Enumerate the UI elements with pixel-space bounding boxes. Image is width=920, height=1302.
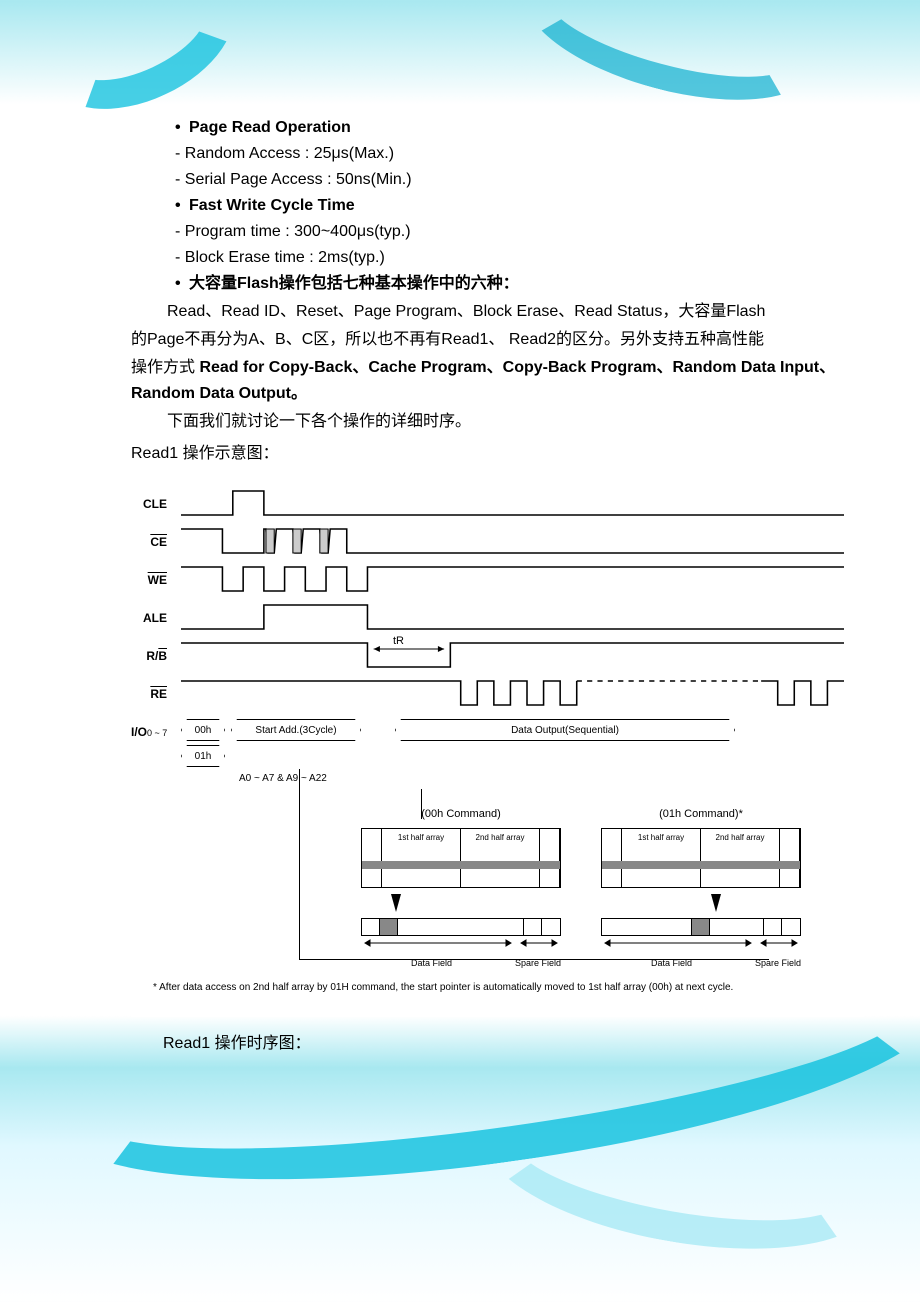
paragraph-ops: Read、Read ID、Reset、Page Program、Block Er… xyxy=(135,299,860,325)
io-start-addr: Start Add.(3Cycle) xyxy=(231,719,361,741)
read1-timing-label: Read1 操作时序图： xyxy=(163,1029,860,1053)
diagram-footnote: * After data access on 2nd half array by… xyxy=(153,982,844,993)
paragraph-ops-3: 操作方式 Read for Copy-Back、Cache Program、Co… xyxy=(131,355,860,407)
tR-label: tR xyxy=(393,635,404,647)
document-body: •Page Read Operation - Random Access : 2… xyxy=(0,0,920,1093)
bullet-flash-ops: •大容量Flash操作包括七种基本操作中的六种： xyxy=(175,271,860,297)
read1-schematic-label: Read1 操作示意图： xyxy=(131,439,860,463)
signal-io: I/O0 ~ 7 00h Start Add.(3Cycle) Data Out… xyxy=(131,719,844,968)
mem-00h: (00h Command) 1st half array 2nd half ar… xyxy=(361,808,561,968)
io-cmd-00h: 00h xyxy=(181,719,225,741)
memory-diagrams: (00h Command) 1st half array 2nd half ar… xyxy=(361,808,844,968)
signal-rb: R/B tR xyxy=(131,637,844,675)
signal-re: RE xyxy=(131,675,844,713)
io-addr-note: A0 ~ A7 & A9 ~ A22 xyxy=(239,773,844,784)
signal-ale: ALE xyxy=(131,599,844,637)
paragraph-discuss: 下面我们就讨论一下各个操作的详细时序。 xyxy=(135,409,860,435)
signal-cle: CLE xyxy=(131,485,844,523)
line-program-time: - Program time : 300~400μs(typ.) xyxy=(175,219,860,245)
line-serial-access: - Serial Page Access : 50ns(Min.) xyxy=(175,167,860,193)
read1-schematic-diagram: CLE CE WE ALE xyxy=(131,473,864,1017)
line-random-access: - Random Access : 25μs(Max.) xyxy=(175,141,860,167)
paragraph-ops-2: 的Page不再分为A、B、C区，所以也不再有Read1、 Read2的区分。另外… xyxy=(131,327,860,353)
line-erase-time: - Block Erase time : 2ms(typ.) xyxy=(175,245,860,271)
signal-we: WE xyxy=(131,561,844,599)
bullet-fast-write: •Fast Write Cycle Time xyxy=(175,193,860,219)
io-cmd-01h: 01h xyxy=(181,745,225,767)
io-data-output: Data Output(Sequential) xyxy=(395,719,735,741)
bullet-page-read: •Page Read Operation xyxy=(175,115,860,141)
mem-01h: (01h Command)* 1st half array 2nd half a… xyxy=(601,808,801,968)
signal-ce: CE xyxy=(131,523,844,561)
